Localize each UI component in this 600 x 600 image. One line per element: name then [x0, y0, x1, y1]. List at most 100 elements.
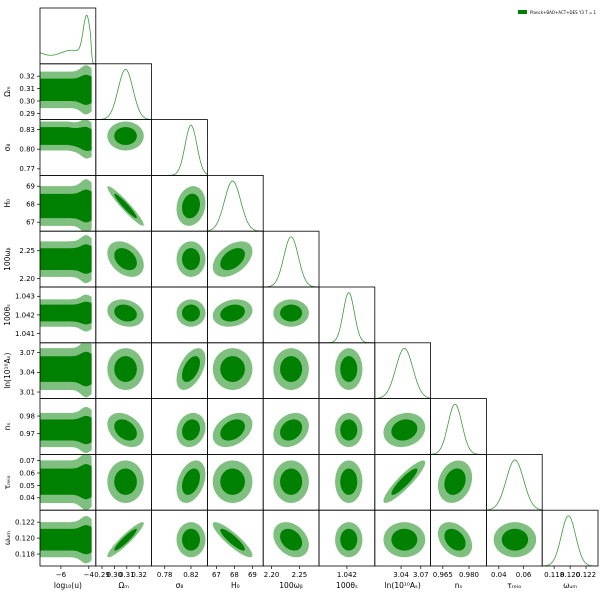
panel-sigma8-tau — [151, 453, 208, 511]
contour-inner — [340, 356, 358, 383]
contour-inner — [182, 528, 200, 551]
y-tick-label: 0.97 — [19, 430, 35, 438]
panel-Omega_m-ns — [95, 398, 153, 455]
contour-inner — [40, 126, 92, 151]
y-tick-label: 0.07 — [19, 457, 35, 465]
contour-inner — [114, 127, 137, 145]
panel-lnAs-omegadm: 3.04 3.07 — [374, 509, 431, 579]
panel-log10u-tau: 0.04 0.05 0.06 0.07 — [19, 453, 97, 511]
x-tick-label: 0.04 — [491, 571, 507, 579]
posterior-curve-ns — [430, 403, 487, 455]
x-tick-label: 3.04 — [393, 571, 409, 579]
panel-Omega_m-tau — [95, 453, 153, 511]
contour-inner — [280, 304, 303, 322]
contour-inner — [40, 525, 92, 555]
posterior-curve-lnAs — [374, 347, 431, 399]
y-tick-label: 1.042 — [15, 311, 35, 319]
panel-omegab-lnAs — [262, 342, 320, 399]
panel-Omega_m-sigma8 — [95, 119, 153, 176]
panel-frame — [95, 63, 153, 120]
y-tick-label: 3.01 — [19, 388, 35, 396]
panel-Omega_m-omegab — [95, 230, 153, 288]
panel-sigma8-lnAs — [151, 342, 208, 399]
posterior-curve-omegadm — [542, 515, 598, 567]
diagonal-panel-tau — [485, 453, 543, 511]
panel-log10u-sigma8: 0.77 0.80 0.83 — [19, 119, 97, 176]
y-tick-label: 0.31 — [19, 85, 35, 93]
x-tick-label: 3.07 — [413, 571, 429, 579]
y-axis-label-tau: τᵣₑᵢₒ — [3, 475, 12, 489]
contour-inner — [114, 419, 137, 441]
panel-frame — [541, 509, 599, 567]
corner-plot-panels: 0.290.300.310.320.770.800.836768692.202.… — [3, 7, 599, 590]
posterior-curve-sigma8 — [151, 124, 208, 176]
legend: Planck+BAO+ACT+DES Y3 T = 1 — [518, 10, 597, 15]
x-tick-label: 0.06 — [516, 571, 532, 579]
contour-inner — [182, 193, 200, 219]
y-axis-label-H0: H₀ — [3, 199, 12, 208]
contour-inner — [280, 356, 303, 383]
panel-sigma8-omegab — [151, 230, 208, 288]
x-tick-label: 2.20 — [264, 571, 280, 579]
contour-inner — [40, 464, 92, 500]
x-tick-label: 0.980 — [459, 571, 479, 579]
x-tick-label: 0.32 — [131, 571, 147, 579]
posterior-curve-H0 — [207, 180, 264, 232]
contour-inner — [444, 468, 466, 495]
contour-inner — [114, 193, 137, 219]
contour-inner — [114, 248, 137, 271]
diagonal-panel-log10u — [39, 7, 97, 65]
y-tick-label: 0.118 — [15, 550, 35, 558]
contour-inner — [220, 304, 245, 322]
contour-inner — [182, 248, 200, 271]
panel-H0-theta — [206, 286, 264, 344]
contour-inner — [280, 419, 303, 441]
y-axis-label-theta: 100θₛ — [3, 304, 12, 326]
contour-inner — [340, 419, 358, 441]
panel-log10u-omegadm: 0.118 0.120 0.122 −6 −4 — [15, 509, 97, 579]
legend-swatch — [518, 10, 527, 14]
panel-H0-omegadm: 67 68 69 — [206, 509, 264, 579]
contour-inner — [391, 468, 418, 495]
contour-inner — [114, 468, 137, 495]
contour-inner — [501, 528, 529, 551]
x-axis-label-log10u: log₁₀(u) — [54, 581, 82, 590]
contour-inner — [40, 244, 92, 274]
diagonal-panel-sigma8 — [151, 119, 208, 176]
panel-sigma8-theta — [151, 286, 208, 344]
contour-inner — [40, 74, 92, 105]
contour-inner — [280, 528, 303, 551]
diagonal-panel-theta — [318, 286, 376, 344]
x-tick-label: 0.118 — [544, 571, 564, 579]
panel-H0-omegab — [206, 230, 264, 288]
panel-frame — [374, 342, 431, 399]
panel-theta-lnAs — [318, 342, 376, 399]
diagonal-panel-ns — [430, 398, 487, 455]
y-tick-label: 0.98 — [19, 412, 35, 420]
panel-Omega_m-omegadm: 0.290.300.310.32 — [94, 509, 153, 579]
legend-label: Planck+BAO+ACT+DES Y3 T = 1 — [530, 10, 597, 15]
contour-inner — [40, 351, 92, 387]
contour-inner — [182, 468, 200, 495]
contour-inner — [220, 468, 245, 495]
diagonal-panel-H0 — [206, 174, 264, 232]
panel-H0-tau — [206, 453, 264, 511]
panel-tau-omegadm: 0.04 0.06 — [485, 509, 543, 579]
panel-theta-omegadm: 1.042 — [318, 509, 376, 579]
x-tick-label: 0.30 — [107, 571, 123, 579]
y-tick-label: 0.29 — [19, 110, 35, 118]
panel-omegab-ns — [262, 398, 320, 455]
contour-inner — [280, 468, 303, 495]
x-axis-label-lnAs: ln(10¹⁰Aₛ) — [385, 581, 421, 590]
x-axis-label-theta: 100θₛ — [336, 581, 358, 590]
contour-inner — [40, 301, 92, 325]
x-tick-label: 68 — [230, 571, 239, 579]
panel-lnAs-ns — [374, 398, 431, 455]
contour-inner — [114, 304, 137, 322]
x-axis-label-sigma8: σ₈ — [176, 581, 184, 590]
x-tick-label: 0.120 — [560, 571, 580, 579]
x-tick-label: 0.78 — [157, 571, 173, 579]
contour-inner — [220, 528, 245, 551]
